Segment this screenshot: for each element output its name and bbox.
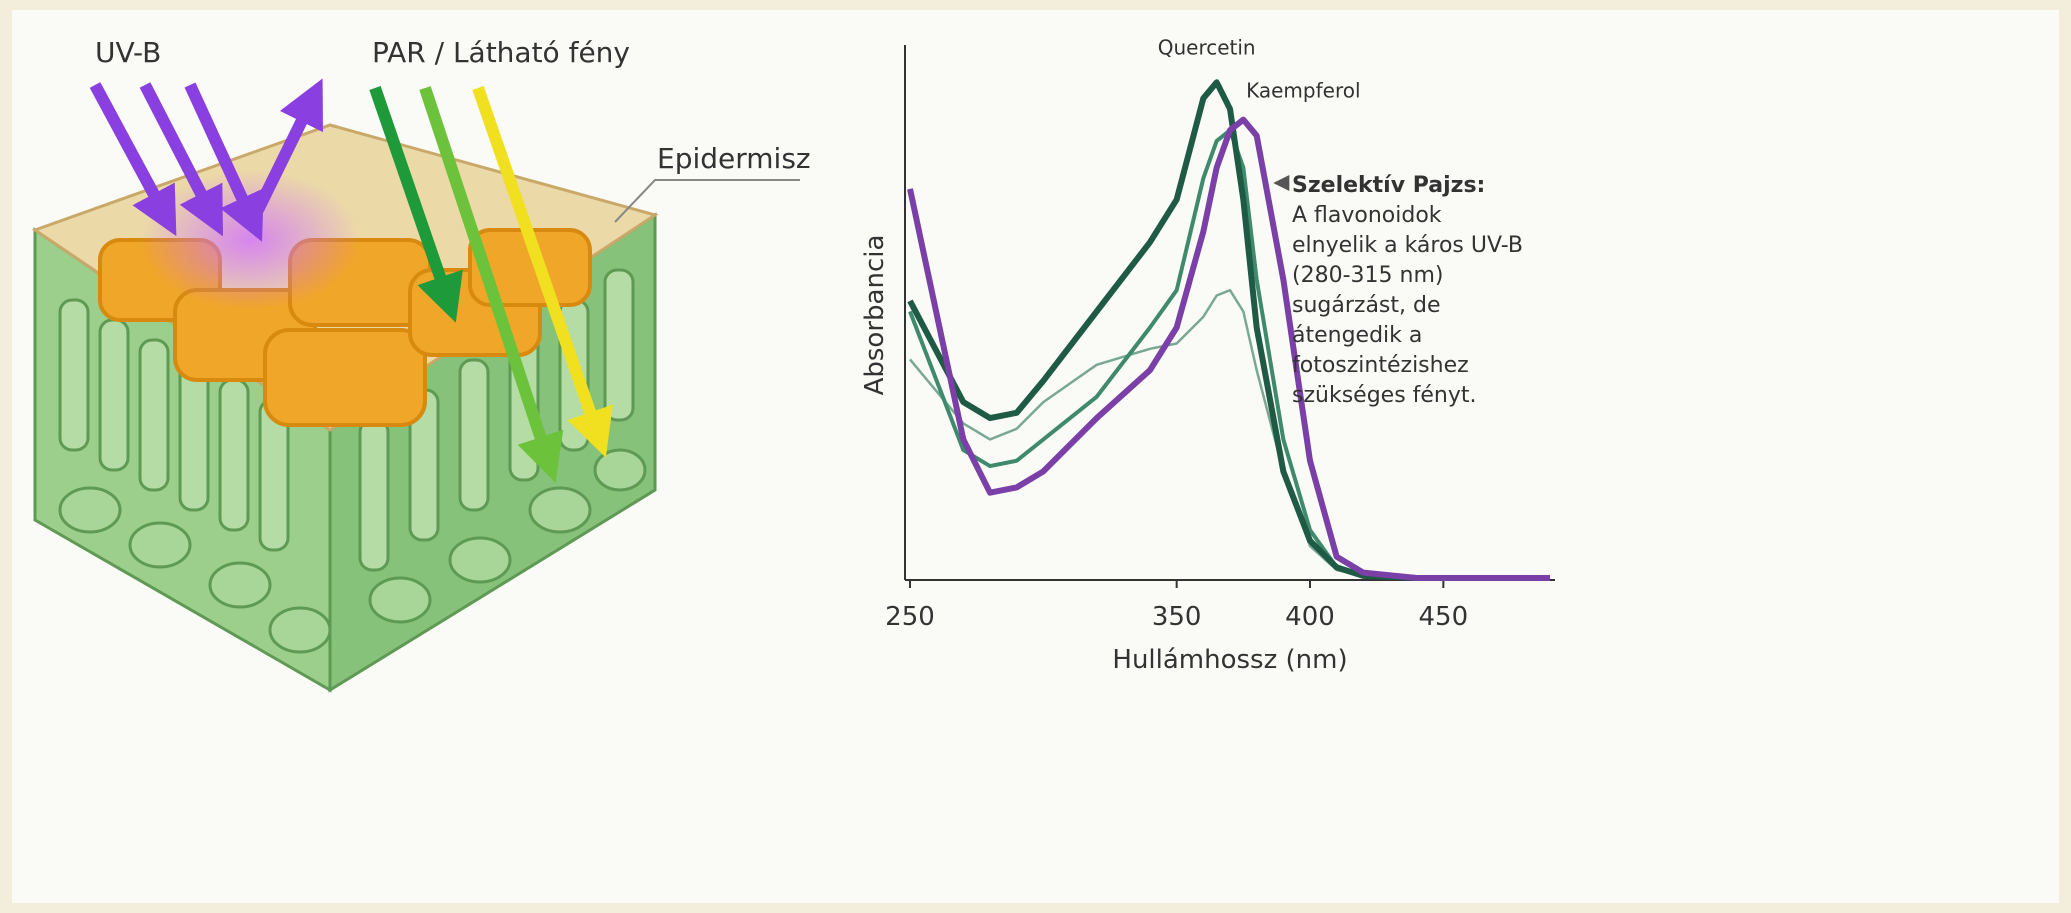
x-tick-label: 450 bbox=[1419, 602, 1469, 632]
annotation-line: (280-315 nm) bbox=[1292, 263, 1443, 288]
spongy-cells bbox=[58, 448, 647, 654]
leader-line bbox=[614, 179, 800, 223]
annotation-line: fotoszintézishez bbox=[1292, 353, 1469, 378]
annotation-line: elnyelik a káros UV-B bbox=[1292, 233, 1523, 258]
annotation-title: Szelektív Pajzs: bbox=[1292, 173, 1485, 198]
x-tick-label: 250 bbox=[885, 602, 935, 632]
spectrum-line bbox=[907, 116, 1550, 581]
y-axis-label: Absorbancia bbox=[860, 235, 890, 396]
x-tick-label: 400 bbox=[1285, 602, 1335, 632]
uv-glow bbox=[140, 170, 360, 310]
annotation-line: sugárzást, de bbox=[1292, 293, 1441, 318]
leaf-illustration: UV-B PAR / Látható fény Epidermisz bbox=[31, 36, 811, 693]
spectrum-chart: Hullámhossz (nm) Absorbancia 250 350 400 45… bbox=[860, 35, 1555, 675]
par-arrow bbox=[419, 86, 564, 483]
annotation-line: átengedik a bbox=[1292, 323, 1422, 348]
x-axis-label: Hullámhossz (nm) bbox=[1112, 645, 1347, 675]
epidermis-label: Epidermisz bbox=[657, 142, 811, 175]
uv-label: UV-B bbox=[95, 36, 161, 69]
spectrum-line bbox=[907, 79, 1550, 581]
x-tick-label: 350 bbox=[1152, 602, 1202, 632]
uv-arrows bbox=[89, 78, 323, 242]
par-arrow bbox=[472, 86, 613, 458]
par-label: PAR / Látható fény bbox=[372, 36, 630, 69]
series-label: Quercetin bbox=[1158, 35, 1256, 59]
annotation-line: szükséges fényt. bbox=[1292, 383, 1477, 408]
series-label: Kaempferol bbox=[1246, 79, 1360, 103]
palisade-cells bbox=[58, 268, 635, 572]
par-arrow bbox=[369, 86, 463, 323]
annotation-line: A flavonoidok bbox=[1292, 203, 1442, 228]
